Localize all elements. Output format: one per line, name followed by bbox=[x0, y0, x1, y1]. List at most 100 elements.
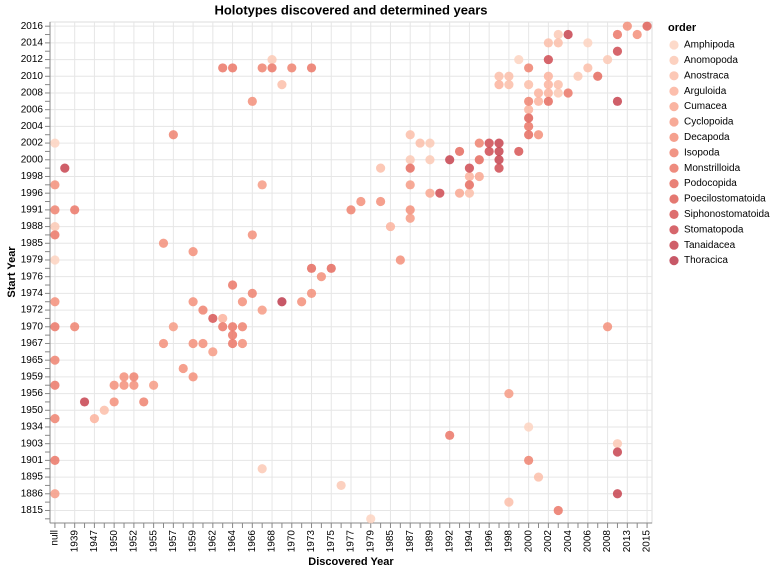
x-tick-label: 2002 bbox=[543, 530, 554, 553]
scatter-point bbox=[247, 288, 257, 298]
scatter-point bbox=[129, 372, 139, 382]
scatter-point bbox=[208, 347, 218, 357]
scatter-point bbox=[257, 180, 267, 190]
scatter-point bbox=[227, 330, 238, 340]
scatter-point bbox=[218, 322, 228, 332]
scatter-point bbox=[474, 155, 484, 165]
y-tick-label: 1815 bbox=[21, 505, 44, 516]
scatter-point bbox=[405, 163, 415, 173]
scatter-point bbox=[425, 155, 435, 165]
scatter-point bbox=[553, 38, 563, 48]
scatter-point bbox=[543, 38, 553, 48]
y-tick-label: 2010 bbox=[21, 71, 44, 82]
scatter-point bbox=[504, 80, 514, 90]
scatter-point bbox=[425, 138, 435, 148]
scatter-point bbox=[336, 480, 346, 491]
scatter-point bbox=[405, 213, 415, 223]
x-tick-label: 1959 bbox=[188, 530, 199, 553]
scatter-point bbox=[227, 338, 238, 349]
y-tick-label: 2014 bbox=[21, 38, 44, 49]
legend-label: Decapoda bbox=[684, 132, 730, 143]
legend-swatch bbox=[669, 102, 679, 112]
scatter-point bbox=[454, 188, 465, 198]
x-tick-label: 1975 bbox=[326, 530, 337, 553]
x-tick-label: 1973 bbox=[306, 530, 317, 553]
scatter-point bbox=[524, 96, 534, 106]
y-tick-label: 1903 bbox=[21, 438, 44, 449]
x-tick-label: 2004 bbox=[563, 530, 574, 553]
legend-label: Cyclopoida bbox=[684, 117, 734, 128]
y-tick-label: 1985 bbox=[21, 238, 44, 249]
scatter-point bbox=[563, 88, 573, 98]
scatter-point bbox=[99, 405, 109, 415]
x-tick-label: 1979 bbox=[365, 530, 376, 553]
y-axis-title: Start Year bbox=[6, 246, 18, 298]
scatter-point bbox=[50, 455, 60, 465]
y-tick-label: 1967 bbox=[21, 338, 44, 349]
scatter-point bbox=[553, 505, 563, 516]
scatter-point bbox=[445, 430, 455, 440]
scatter-point bbox=[237, 322, 248, 332]
scatter-point bbox=[227, 280, 238, 290]
scatter-point bbox=[524, 113, 534, 123]
scatter-point bbox=[50, 489, 60, 499]
scatter-point bbox=[464, 188, 475, 198]
y-tick-label: 2016 bbox=[21, 21, 44, 32]
legend-swatch bbox=[669, 179, 679, 189]
scatter-point bbox=[494, 163, 504, 173]
scatter-point bbox=[464, 163, 475, 173]
scatter-point bbox=[583, 63, 593, 73]
legend-swatch bbox=[669, 240, 679, 250]
y-tick-label: 2002 bbox=[21, 138, 44, 149]
scatter-point bbox=[237, 297, 248, 307]
scatter-point bbox=[267, 54, 277, 65]
y-tick-label: 1974 bbox=[21, 288, 44, 299]
scatter-point bbox=[188, 247, 198, 257]
x-tick-label: 2006 bbox=[582, 530, 593, 553]
y-tick-label: 1934 bbox=[21, 422, 44, 433]
scatter-point bbox=[277, 80, 287, 90]
y-tick-label: 1972 bbox=[21, 305, 44, 316]
scatter-point bbox=[356, 196, 366, 207]
scatter-point bbox=[593, 71, 603, 81]
scatter-point bbox=[198, 305, 208, 315]
x-tick-label: 1989 bbox=[425, 530, 436, 553]
scatter-point bbox=[277, 297, 287, 307]
scatter-point bbox=[247, 230, 257, 240]
scatter-point bbox=[445, 155, 455, 165]
legend-label: Arguloida bbox=[684, 86, 727, 97]
x-tick-label: null bbox=[50, 530, 61, 546]
legend-title: order bbox=[668, 22, 697, 34]
scatter-point bbox=[89, 414, 100, 424]
x-tick-label: 1968 bbox=[267, 530, 278, 553]
y-tick-label: 2006 bbox=[21, 104, 44, 115]
scatter-point bbox=[484, 138, 494, 148]
scatter-point bbox=[464, 171, 475, 182]
scatter-point bbox=[602, 322, 613, 332]
x-tick-label: 1955 bbox=[148, 530, 159, 553]
scatter-point bbox=[50, 221, 60, 232]
scatter-point bbox=[524, 63, 534, 73]
legend-label: Cumacea bbox=[684, 101, 727, 112]
scatter-point bbox=[119, 380, 129, 390]
scatter-point bbox=[464, 180, 475, 190]
scatter-point bbox=[514, 54, 524, 65]
x-tick-label: 1994 bbox=[464, 530, 475, 553]
scatter-point bbox=[129, 380, 139, 390]
y-tick-label: 1901 bbox=[21, 455, 44, 466]
legend-label: Anomopoda bbox=[684, 55, 738, 66]
scatter-point bbox=[50, 322, 60, 332]
scatter-point bbox=[533, 472, 544, 482]
x-tick-label: 1966 bbox=[247, 530, 258, 553]
scatter-point bbox=[494, 71, 504, 81]
legend-label: Podocopida bbox=[684, 178, 737, 189]
scatter-point bbox=[524, 130, 534, 140]
x-tick-label: 1985 bbox=[385, 530, 396, 553]
legend-label: Siphonostomatoida bbox=[684, 209, 770, 220]
scatter-point bbox=[168, 322, 178, 332]
scatter-point bbox=[198, 338, 208, 349]
scatter-point bbox=[405, 155, 415, 165]
x-tick-label: 1962 bbox=[207, 530, 218, 553]
y-tick-label: 2004 bbox=[21, 121, 44, 132]
